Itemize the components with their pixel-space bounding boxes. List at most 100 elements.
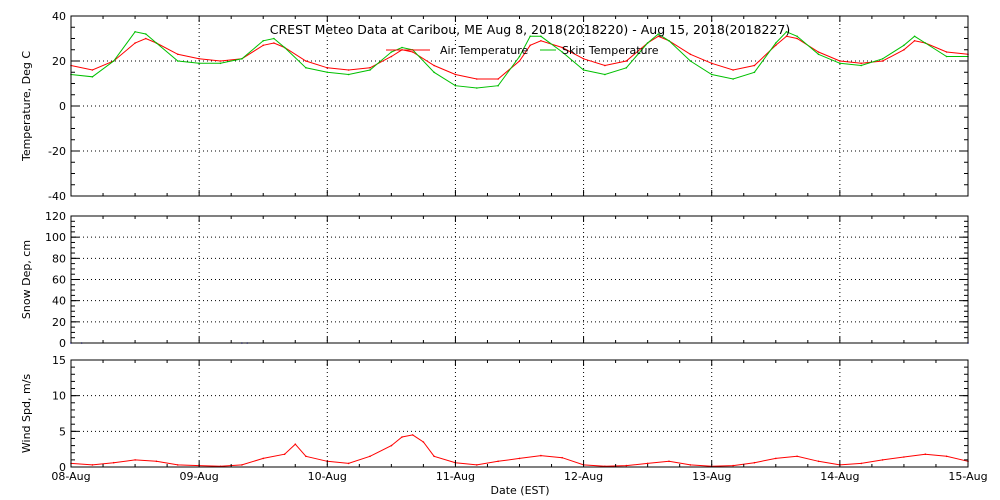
wind-speed-data-point — [668, 460, 670, 463]
air-temperature-data-point — [262, 44, 265, 47]
wind-speed-data-point — [422, 441, 425, 443]
wind-speed-grid — [71, 360, 968, 467]
skin-temperature-data-point — [155, 42, 158, 44]
air-temperature-data-point — [903, 49, 905, 51]
air-temperature-data-point — [134, 42, 136, 44]
x-tick-label: 14-Aug — [820, 470, 859, 483]
air-temperature-data-point — [775, 44, 777, 47]
air-temperature-data-point — [529, 44, 531, 47]
snow-depth-ticks — [70, 215, 969, 344]
skin-temperature-data-point — [913, 35, 916, 38]
wind-speed-data-point — [860, 462, 862, 465]
wind-speed-data-point — [91, 464, 94, 466]
air-temperature-data-point — [710, 62, 713, 65]
wind-speed-data-point — [294, 443, 297, 446]
wind-speed-data-point — [796, 455, 798, 458]
skin-temperature-data-point — [860, 64, 862, 67]
wind-speed-y-tick-label: 15 — [52, 354, 66, 367]
wind-speed-ticks — [70, 359, 969, 468]
snow-depth-y-tick-label: 40 — [52, 295, 66, 308]
air-temperature-data-point — [411, 51, 414, 53]
wind-speed-data-point — [134, 459, 136, 461]
wind-speed-data-point — [262, 457, 265, 460]
skin-temperature-data-point — [689, 60, 692, 62]
temperature-y-axis-label: Temperature, Deg C — [20, 51, 33, 162]
snow-depth-y-tick-label: 20 — [52, 316, 66, 329]
wind-speed-data-point — [518, 457, 521, 460]
temperature-panel: 40 20 0 -20 -40 Temperature, Deg C CREST Met… — [20, 10, 969, 203]
skin-temperature-data-point — [198, 62, 200, 65]
air-temperature-data-point — [604, 64, 606, 67]
skin-temperature-data-point — [347, 73, 350, 76]
temperature-y-tick-label: 40 — [52, 10, 66, 23]
wind-speed-y-tick-label: 10 — [52, 390, 66, 403]
legend: Air Temperature Skin Temperature — [386, 44, 659, 57]
skin-temperature-data-point — [817, 53, 820, 56]
air-temperature-data-point — [369, 67, 371, 69]
wind-speed-data-point — [561, 456, 563, 459]
x-tick-label: 13-Aug — [692, 470, 731, 483]
skin-temperature-data-point — [710, 73, 713, 76]
temperature-y-tick-label: -20 — [48, 145, 66, 158]
air-temperature-data-point — [540, 40, 542, 42]
wind-speed-data-point — [112, 461, 115, 464]
snow-depth-y-tick-label: 0 — [59, 337, 66, 350]
air-temperature-data-point — [347, 69, 350, 71]
air-temperature-data-point — [796, 37, 798, 40]
skin-temperature-data-point — [732, 78, 734, 80]
skin-temperature-data-point — [785, 31, 788, 33]
skin-temperature-data-point — [145, 33, 147, 35]
air-temperature-data-point — [476, 78, 478, 80]
wind-speed-data-point — [881, 459, 884, 461]
wind-speed-data-point — [347, 462, 350, 465]
skin-temperature-data-point — [625, 67, 628, 69]
skin-temperature-data-point — [390, 51, 393, 53]
skin-temperature-data-point — [839, 62, 841, 65]
air-temperature-data-point — [753, 64, 756, 67]
air-temperature-data-point — [817, 51, 820, 53]
skin-temperature-data-point — [241, 58, 243, 60]
skin-temperature-data-point — [924, 42, 927, 44]
wind-speed-data-point — [753, 461, 756, 464]
skin-temperature-data-point — [646, 42, 649, 44]
air-temperature-data-point — [625, 60, 628, 62]
skin-temperature-data-point — [604, 73, 606, 76]
skin-temperature-data-point — [518, 55, 521, 58]
wind-speed-y-tick-label: 5 — [59, 425, 66, 438]
temperature-y-tick-label: 0 — [59, 100, 66, 113]
wind-speed-data-point — [433, 455, 435, 458]
snow-depth-grid — [71, 216, 968, 343]
x-axis-label: Date (EST) — [490, 484, 549, 497]
temperature-y-tick-label: 20 — [52, 55, 66, 68]
snow-depth-y-tick-labels: 120 100 80 60 40 20 0 — [45, 210, 66, 350]
skin-temperature-data-point — [454, 84, 457, 87]
air-temperature-data-point — [390, 55, 393, 58]
wind-speed-data-point — [401, 436, 403, 438]
wind-speed-data-point — [625, 464, 628, 467]
skin-temperature-data-point — [540, 35, 542, 38]
wind-speed-y-axis-label: Wind Spd, m/s — [20, 374, 33, 454]
skin-temperature-data-point — [112, 60, 115, 62]
wind-speed-data-point — [283, 453, 286, 456]
wind-speed-data-point — [476, 464, 478, 466]
chart-title: CREST Meteo Data at Caribou, ME Aug 8, 2… — [270, 22, 790, 37]
skin-temperature-data-point — [305, 67, 307, 69]
air-temperature-data-point — [273, 42, 275, 44]
air-temperature-data-point — [785, 35, 788, 38]
x-tick-label: 12-Aug — [564, 470, 603, 483]
air-temperature-data-point — [657, 35, 660, 38]
air-temperature-data-point — [454, 73, 457, 76]
skin-temperature-data-point — [796, 35, 798, 38]
wind-speed-data-point — [155, 460, 158, 463]
wind-speed-y-tick-labels: 15 10 5 0 — [52, 354, 66, 474]
skin-temperature-data-point — [945, 55, 948, 58]
skin-temperature-data-point — [134, 31, 136, 33]
x-tick-label: 11-Aug — [436, 470, 475, 483]
x-tick-label: 09-Aug — [180, 470, 219, 483]
air-temperature-data-point — [219, 60, 222, 62]
wind-speed-data-point — [945, 455, 948, 458]
skin-temperature-data-point — [668, 40, 670, 42]
snow-depth-y-tick-label: 60 — [52, 274, 66, 287]
